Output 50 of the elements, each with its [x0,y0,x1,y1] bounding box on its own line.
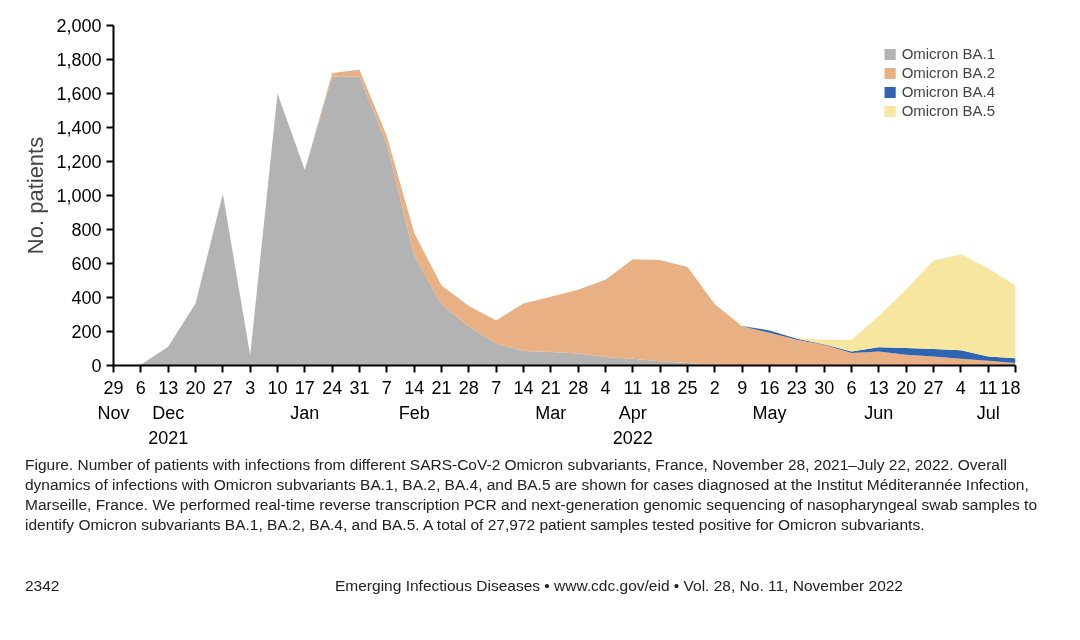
x-tick-label: 29 Nov [97,377,130,423]
y-tick-label: 1,000 [56,186,102,206]
x-tick-label: 7 [491,377,502,398]
x-tick-label: 27 [212,377,233,398]
x-tick-label: 24 [322,377,343,398]
x-tick-label: 20 [896,377,917,398]
x-tick-label: 13 Jun [864,377,894,423]
y-tick-label: 0 [91,356,102,376]
legend-label: Omicron BA.5 [901,102,995,119]
text: 2342 [25,575,60,596]
y-tick-label: 600 [71,254,102,274]
x-tick-label: 28 [568,377,589,398]
x-tick-label: 6 [846,377,857,398]
x-tick-label: 21 [431,377,452,398]
x-tick-label: 14 Feb [398,377,430,423]
x-tick-label: 16 May [752,377,787,423]
y-tick-label: 1,600 [56,84,102,104]
x-tick-label: 14 [513,377,534,398]
legend-label: Omicron BA.4 [901,83,995,100]
legend-label: Omicron BA.1 [901,45,995,62]
x-tick-label: 7 [381,377,392,398]
y-tick-label: 800 [71,220,102,240]
y-tick-label: 200 [71,322,102,342]
y-tick-label: 1,200 [56,152,102,172]
y-tick-label: 2,000 [56,16,102,36]
x-tick-label: 6 [135,377,146,398]
x-tick-label: 21 Mar [535,377,567,423]
x-tick-label: 27 [923,377,944,398]
x-tick-label: 9 [737,377,748,398]
x-tick-label: 18 [1000,377,1021,398]
x-tick-label: 18 [650,377,671,398]
x-tick-label: 23 [786,377,807,398]
legend-label: Omicron BA.2 [901,64,995,81]
x-tick-label: 30 [814,377,835,398]
x-tick-label: 4 [955,377,966,398]
y-axis-title: No. patients [23,136,49,255]
text: Figure. Number of patients with infections from different SARS-CoV-2 Omicron subvariants, France, November 28, 2021–July 22, 2022. Overall dynamics of infections with Omicron subvariants BA.1, BA.2, BA.4, and BA.5 are shown for cases diagnosed at the Institut Méditerannée Infection, Marseille, France. We performed real-time reverse transcription PCR and next-generation genomic sequencing of nasopharyngeal swab samples to identify Omicron subvariants BA.1, BA.2, BA.4, and BA.5. A total of 27,972 patient samples tested positive for Omicron subvariants. [25,455,1039,536]
x-tick-label: 28 [458,377,479,398]
x-tick-label: 31 [349,377,370,398]
y-tick-label: 1,800 [56,50,102,70]
x-tick-label: 17 Jan [290,377,320,423]
x-tick-label: 10 [267,377,288,398]
x-tick-label: 11 Jul [976,377,1000,423]
text: Emerging Infectious Diseases • www.cdc.gov/eid • Vol. 28, No. 11, November 2022 [335,575,903,596]
x-tick-label: 3 [245,377,256,398]
x-tick-label: 2 [709,377,720,398]
y-tick-label: 1,400 [56,118,102,138]
x-tick-label: 25 [677,377,698,398]
x-tick-label: 4 [600,377,611,398]
y-tick-label: 400 [71,288,102,308]
